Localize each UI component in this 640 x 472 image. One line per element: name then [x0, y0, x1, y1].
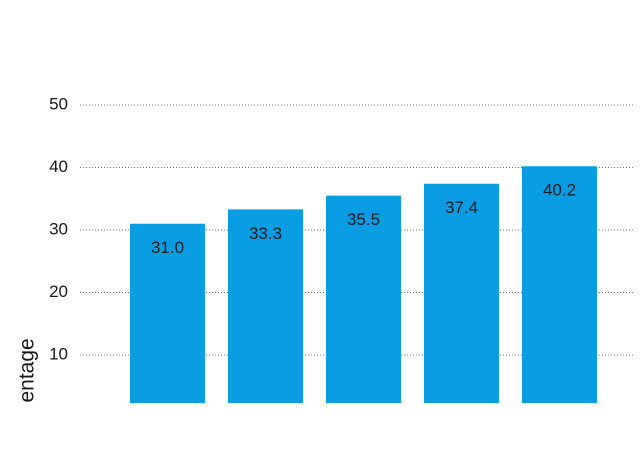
y-tick-label: 30 — [49, 219, 68, 238]
data-label: 40.2 — [543, 181, 576, 200]
y-tick-label: 10 — [49, 344, 68, 363]
bar — [326, 195, 401, 403]
y-tick-label: 50 — [49, 94, 68, 113]
plot-area: Percentage 10 20 30 40 50 31.0 33.3 35.5 37.4 40.… — [16, 94, 635, 445]
data-label: 33.3 — [249, 224, 282, 243]
bar — [424, 183, 499, 403]
y-tick-label: 40 — [49, 157, 68, 176]
data-label: 37.4 — [445, 198, 478, 217]
bar — [228, 209, 303, 403]
y-axis-label: Percentage — [16, 338, 39, 445]
bar — [522, 166, 597, 403]
bar — [130, 223, 205, 403]
data-label: 31.0 — [151, 238, 184, 257]
data-label: 35.5 — [347, 210, 380, 229]
y-tick-label: 20 — [49, 282, 68, 301]
